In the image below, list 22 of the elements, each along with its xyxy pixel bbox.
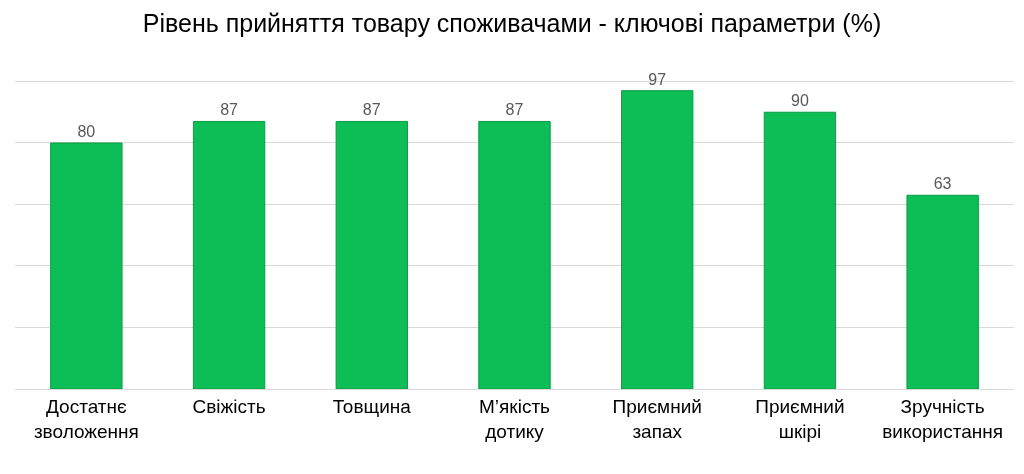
bar [621, 90, 694, 389]
data-label: 90 [790, 92, 809, 110]
bar [192, 120, 266, 389]
x-tick-label: Достатнє зволоження [33, 395, 139, 442]
data-label: 87 [362, 101, 381, 119]
x-tick-label: Приємний шкірі [755, 395, 845, 442]
x-tick-label: Зручність використання [882, 395, 1004, 442]
bar [478, 120, 551, 389]
bar [763, 111, 837, 389]
x-tick-label: М’якість дотику [479, 395, 551, 442]
bar [50, 142, 123, 389]
data-label: 97 [648, 70, 667, 88]
data-label: 63 [933, 175, 952, 193]
bar [906, 194, 979, 389]
data-label: 87 [220, 101, 239, 119]
chart-title: Рівень прийняття товару споживачами - ключові параметри (%) [142, 8, 882, 37]
x-tick-label: Товщина [332, 395, 412, 417]
data-label: 87 [505, 101, 524, 119]
bar [335, 120, 408, 389]
data-label: 80 [77, 122, 96, 140]
x-tick-label: Приємний запах [612, 395, 702, 442]
x-tick-label: Свіжість [192, 395, 266, 417]
